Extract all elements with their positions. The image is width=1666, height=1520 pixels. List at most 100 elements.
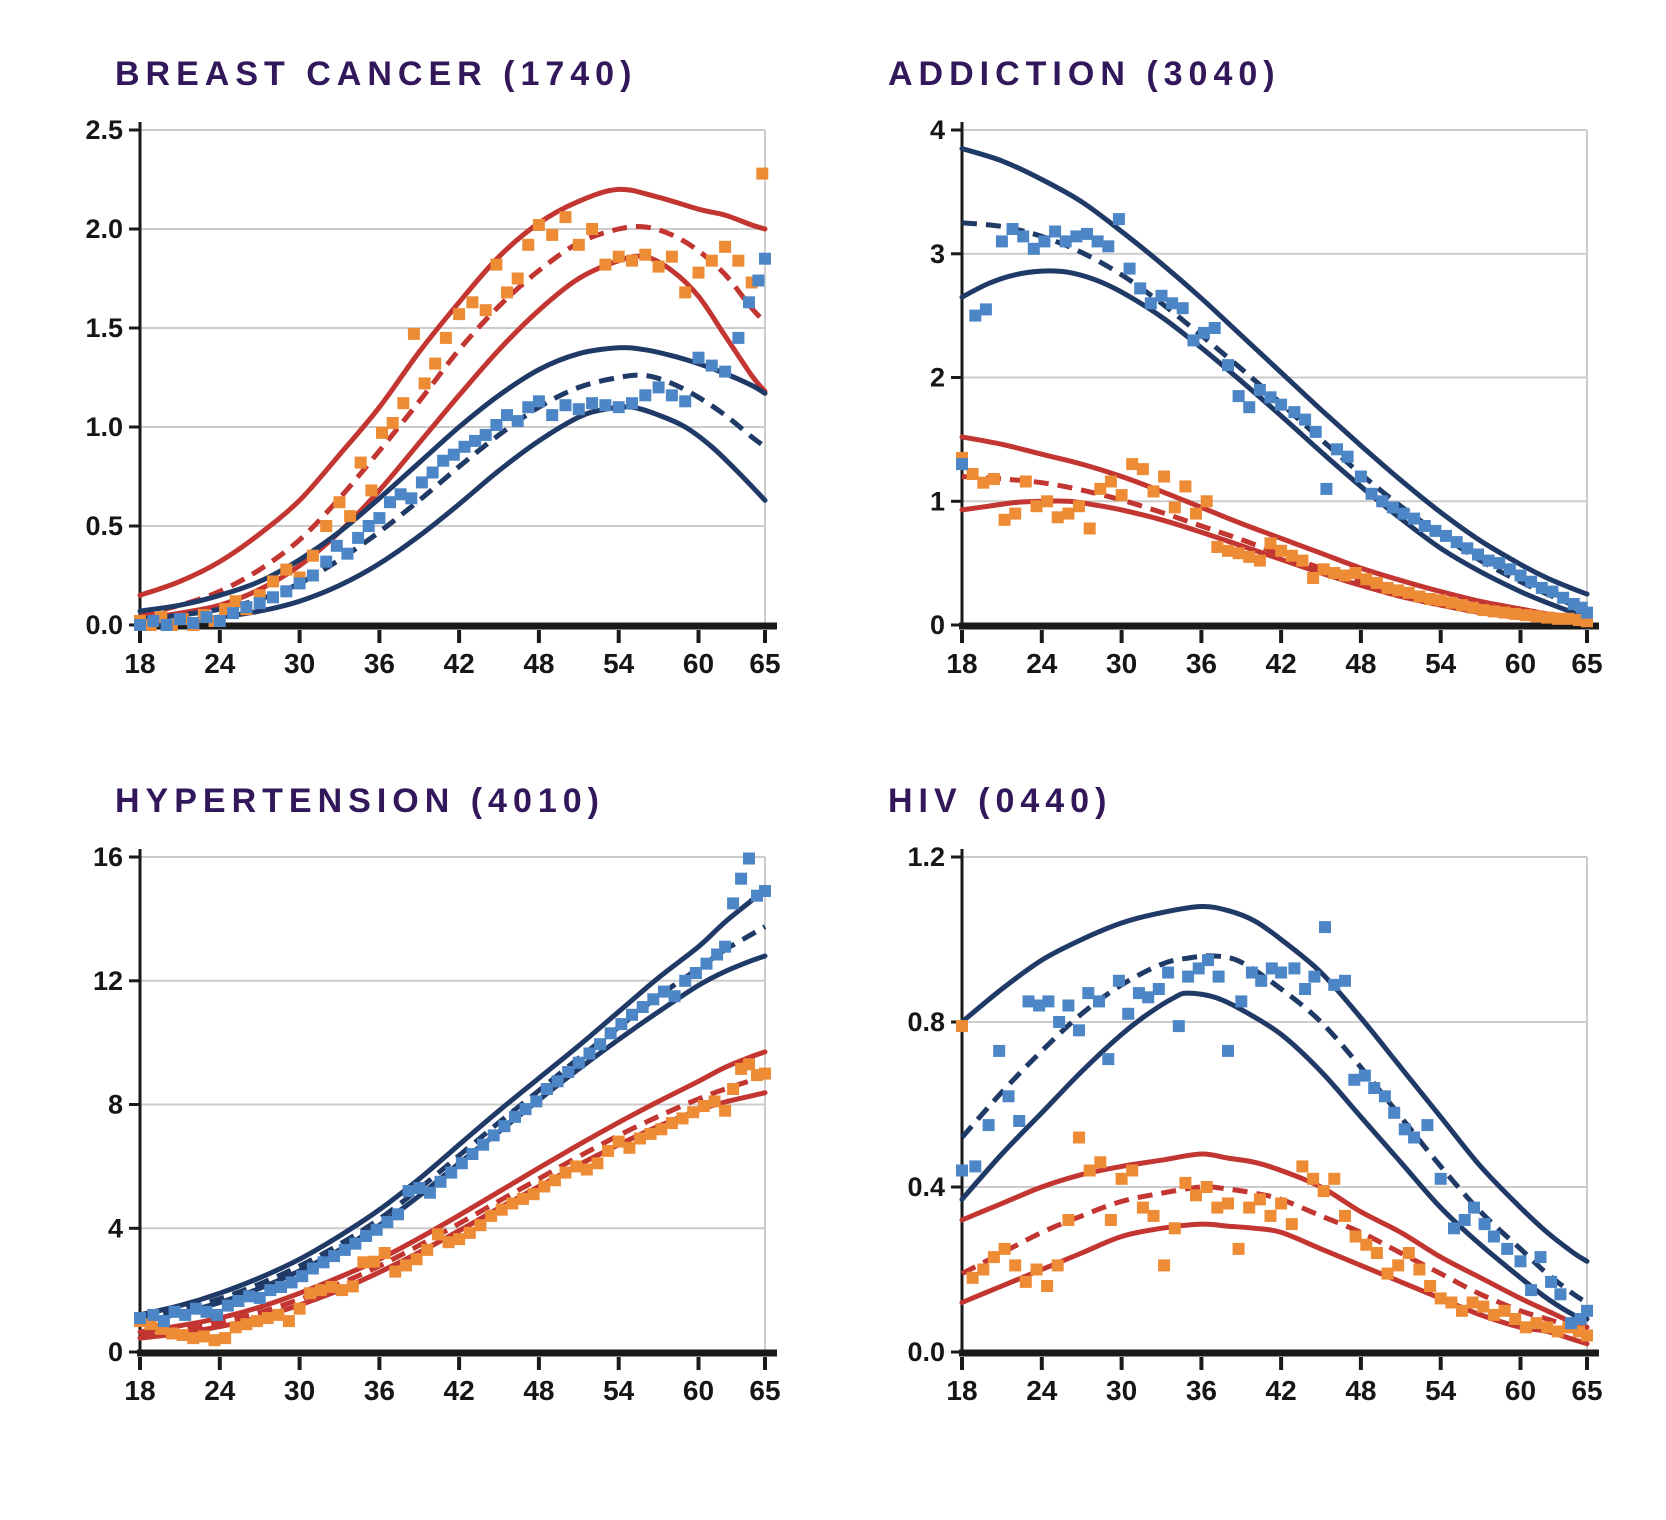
y-tick-label: 1.2 <box>907 842 945 872</box>
gridlines <box>140 855 766 1352</box>
addiction-plot: 0 1 2 3 4 18 24 30 36 42 48 54 60 65 <box>930 115 1603 679</box>
red-band-upper <box>137 186 768 598</box>
x-tick-label: 18 <box>124 1375 155 1406</box>
y-tick-label: 0.8 <box>907 1007 945 1037</box>
blue-fit-dashed <box>960 952 1589 1305</box>
orange-observed <box>134 1057 771 1346</box>
red-band-upper <box>137 1048 768 1334</box>
y-tick-label: 12 <box>93 965 123 995</box>
blue-band-lower <box>959 268 1590 619</box>
blue-band-upper <box>959 903 1590 1264</box>
chart-title-addiction: ADDICTION (3040) <box>888 55 1281 93</box>
blue-observed <box>134 852 771 1327</box>
blue-band-upper <box>959 145 1590 597</box>
x-tick-label: 30 <box>1106 1375 1137 1406</box>
x-tick-label: 65 <box>749 1375 780 1406</box>
y-tick-label: 2.5 <box>85 115 123 145</box>
y-tick-label: 8 <box>108 1089 123 1119</box>
red-band-upper <box>959 1151 1590 1330</box>
blue-band-upper <box>137 344 768 614</box>
hiv-plot: 0.0 0.4 0.8 1.2 18 24 30 36 42 48 54 60 65 <box>907 842 1602 1406</box>
gridlines <box>962 855 1588 1352</box>
y-tick-label: 0.0 <box>907 1337 945 1367</box>
x-tick-label: 30 <box>284 1375 315 1406</box>
y-tick-label: 3 <box>930 239 945 269</box>
chart-breast-cancer: BREAST CANCER (1740) 0.0 0.5 1.0 1.5 2.0 2.5 1… <box>60 54 790 695</box>
red-band-upper <box>959 434 1590 622</box>
blue-observed <box>134 252 771 631</box>
y-tick-label: 0 <box>930 610 945 640</box>
y-tick-label: 0.0 <box>85 610 123 640</box>
x-tick-label: 30 <box>284 648 315 679</box>
breast-cancer-plot: 0.0 0.5 1.0 1.5 2.0 2.5 18 24 30 36 42 48 54 60 65 <box>85 115 780 679</box>
chart-hiv: HIV (0440) 0.0 0.4 0.8 1.2 18 24 30 36 42 48 54 60 6… <box>882 781 1612 1422</box>
blue-band-lower <box>959 990 1590 1322</box>
x-tick-label: 18 <box>946 1375 977 1406</box>
x-tick-label: 48 <box>1345 1375 1376 1406</box>
x-tick-label: 42 <box>1266 648 1297 679</box>
blue-band-lower <box>137 953 768 1325</box>
x-tick-label: 18 <box>946 648 977 679</box>
axes: 0.0 0.4 0.8 1.2 18 24 30 36 42 48 54 60 65 <box>907 842 1602 1406</box>
x-tick-label: 36 <box>364 1375 395 1406</box>
y-tick-label: 0.5 <box>85 511 123 541</box>
x-tick-label: 65 <box>1571 648 1602 679</box>
orange-observed <box>956 1019 1593 1342</box>
blue-band-upper <box>137 884 768 1317</box>
series <box>134 852 771 1346</box>
x-tick-label: 18 <box>124 648 155 679</box>
y-tick-label: 16 <box>93 842 123 872</box>
x-tick-label: 36 <box>1186 648 1217 679</box>
orange-observed <box>956 451 1593 628</box>
x-tick-label: 54 <box>1425 648 1457 679</box>
y-tick-label: 2.0 <box>85 214 123 244</box>
x-tick-label: 48 <box>1345 648 1376 679</box>
x-tick-label: 65 <box>749 648 780 679</box>
blue-observed <box>956 920 1593 1329</box>
series <box>956 145 1593 628</box>
blue-band-lower <box>137 404 768 626</box>
gridlines <box>140 128 766 625</box>
x-tick-label: 24 <box>204 1375 236 1406</box>
x-tick-label: 48 <box>523 648 554 679</box>
x-tick-label: 60 <box>683 1375 714 1406</box>
x-tick-label: 36 <box>364 648 395 679</box>
y-tick-label: 0 <box>108 1337 123 1367</box>
x-tick-label: 24 <box>1026 648 1058 679</box>
x-tick-label: 54 <box>1425 1375 1457 1406</box>
x-tick-label: 65 <box>1571 1375 1602 1406</box>
red-fit-dashed <box>139 1073 766 1338</box>
red-fit-dashed <box>961 473 1588 624</box>
x-tick-label: 42 <box>444 1375 475 1406</box>
x-tick-label: 48 <box>523 1375 554 1406</box>
x-tick-label: 42 <box>444 648 475 679</box>
chart-title-hiv: HIV (0440) <box>888 781 1113 820</box>
series <box>134 167 771 631</box>
x-tick-label: 36 <box>1186 1375 1217 1406</box>
blue-fit-dashed <box>961 220 1588 613</box>
series <box>956 903 1593 1346</box>
axes: 0.0 0.5 1.0 1.5 2.0 2.5 18 24 30 36 42 48 54 60 65 <box>85 115 780 679</box>
chart-title-hypertension: HYPERTENSION (4010) <box>115 781 605 820</box>
x-tick-label: 24 <box>1026 1375 1058 1406</box>
x-tick-label: 60 <box>683 648 714 679</box>
axes: 0 1 2 3 4 18 24 30 36 42 48 54 60 65 <box>930 115 1603 679</box>
charts-grid: BREAST CANCER (1740) 0.0 0.5 1.0 1.5 2.0 2.5 1… <box>60 54 1612 1422</box>
x-tick-label: 60 <box>1505 1375 1536 1406</box>
chart-addiction: ADDICTION (3040) 0 1 2 3 4 18 24 30 36 42 48 54 60 65 <box>882 54 1612 695</box>
x-tick-label: 24 <box>204 648 236 679</box>
chart-title-breast-cancer: BREAST CANCER (1740) <box>115 55 638 93</box>
x-tick-label: 60 <box>1505 648 1536 679</box>
x-tick-label: 42 <box>1266 1375 1297 1406</box>
chart-hypertension: HYPERTENSION (4010) 0 4 8 12 16 18 24 30 36 42 48 5… <box>60 781 790 1422</box>
x-tick-label: 54 <box>603 1375 635 1406</box>
y-tick-label: 4 <box>930 115 945 145</box>
y-tick-label: 1.0 <box>85 412 123 442</box>
y-tick-label: 0.4 <box>907 1172 945 1202</box>
y-tick-label: 4 <box>108 1213 123 1243</box>
y-tick-label: 1.5 <box>85 313 123 343</box>
y-tick-label: 2 <box>930 362 945 392</box>
x-tick-label: 30 <box>1106 648 1137 679</box>
